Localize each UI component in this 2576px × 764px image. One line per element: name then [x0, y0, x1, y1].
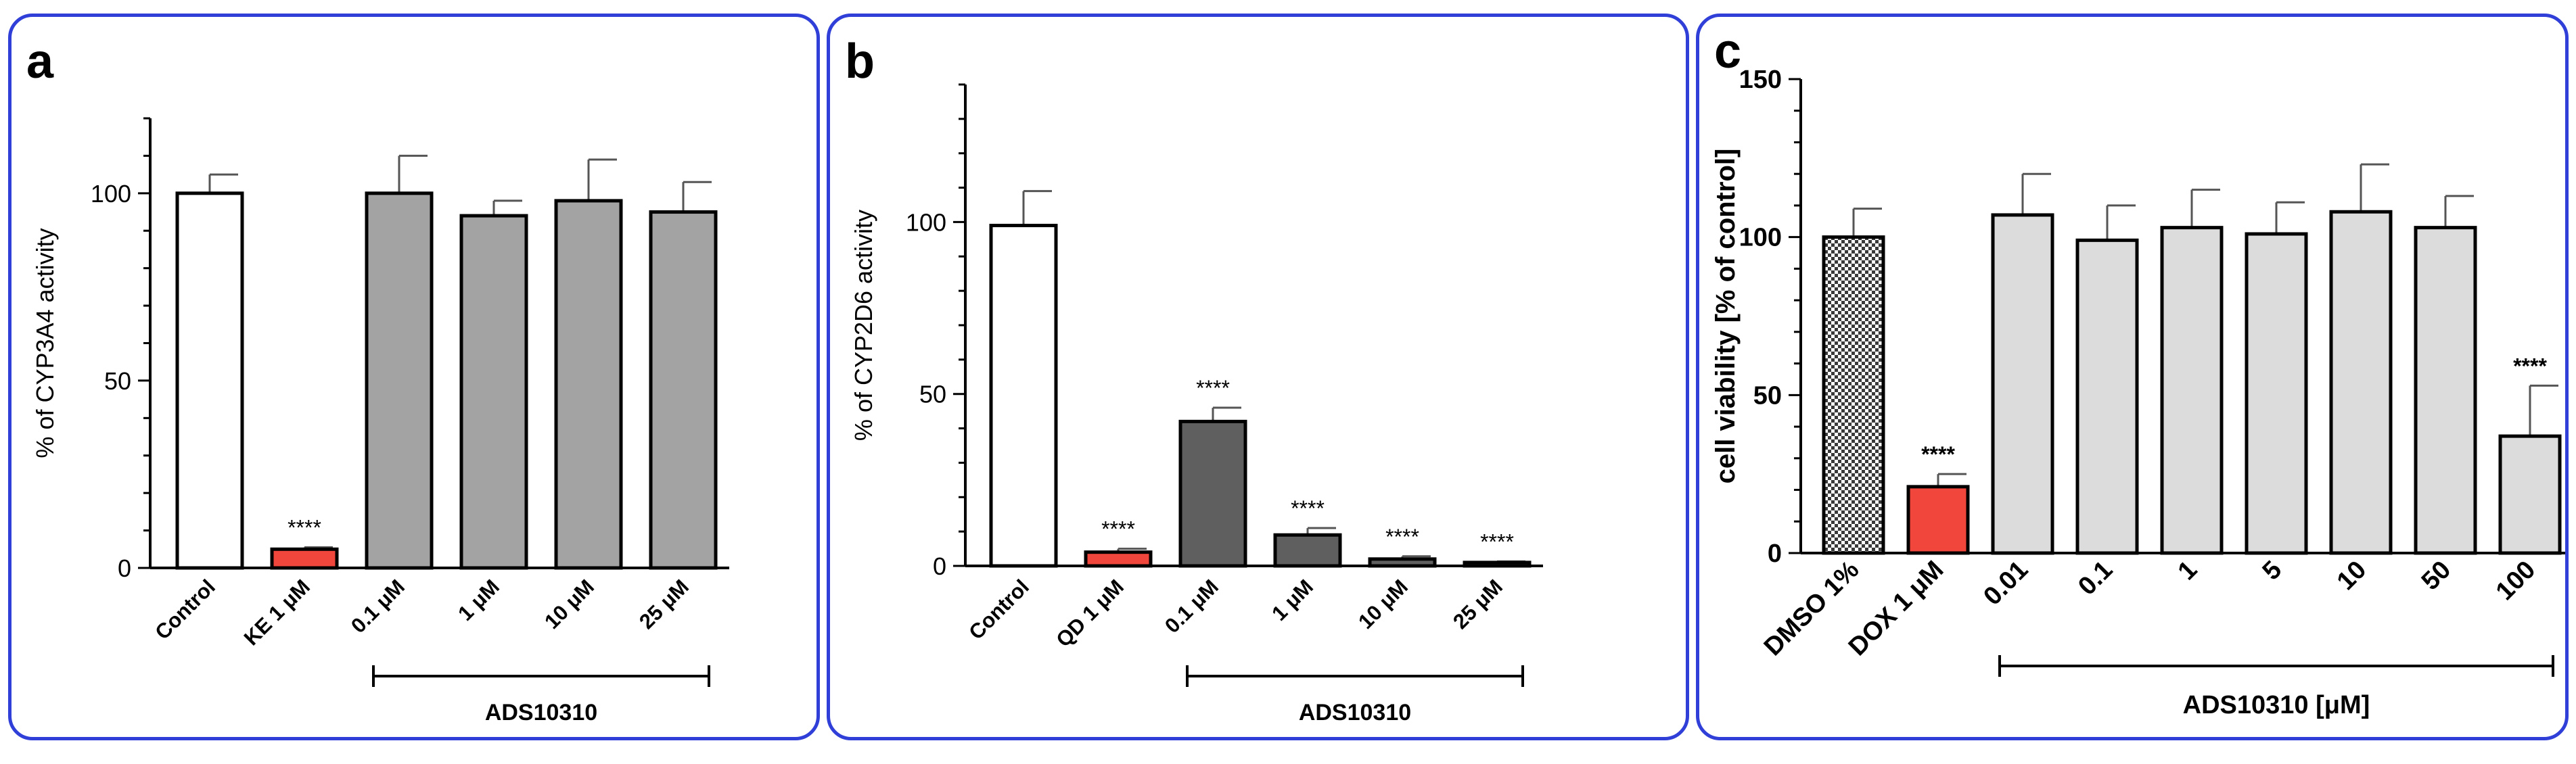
y-axis-label: cell viability [% of control] [1711, 149, 1741, 484]
bar-7 [2414, 226, 2477, 555]
significance-label: **** [1385, 525, 1419, 549]
category-label: 10 μM [1354, 575, 1412, 634]
y-tick-label: 50 [104, 367, 131, 395]
category-label: 0.1 μM [346, 575, 409, 638]
significance-label: **** [1291, 496, 1325, 521]
y-tick-label: 0 [933, 552, 946, 580]
category-label: 5 [2257, 556, 2288, 586]
category-label: 100 [2491, 556, 2542, 606]
panel-letter: a [26, 34, 54, 89]
significance-label: **** [2513, 354, 2547, 378]
category-label: Control [150, 575, 220, 644]
category-label: QD 1 μM [1051, 575, 1128, 652]
category-label: 1 [2173, 556, 2203, 586]
category-label: KE 1 μM [239, 575, 315, 650]
bar-0 [175, 191, 244, 570]
group-label: ADS10310 [485, 700, 597, 725]
significance-label: **** [288, 516, 321, 540]
bar-5 [1463, 560, 1532, 568]
group-label: ADS10310 [μM] [2183, 691, 2370, 719]
category-label: 0.1 μM [1160, 575, 1223, 638]
category-label: 25 μM [635, 575, 693, 634]
significance-label: **** [1101, 517, 1135, 542]
bar-3 [1273, 533, 1342, 568]
category-label: 0.01 [1978, 556, 2033, 611]
category-label: 0.1 [2073, 556, 2118, 601]
panel-b: b 0 50 100 % of CYP2D6 activity Control **** QD… [827, 14, 1689, 740]
panel-letter: b [845, 34, 875, 89]
bar-2 [1178, 419, 1247, 568]
category-label: 1 μM [453, 575, 504, 625]
y-tick-label: 150 [1739, 66, 1782, 94]
y-tick-label: 0 [118, 554, 131, 582]
bar-3 [2075, 238, 2139, 555]
y-axis-label: % of CYP2D6 activity [850, 210, 877, 441]
y-tick-label: 100 [91, 180, 131, 208]
y-tick-label: 50 [1753, 381, 1782, 410]
bar-5 [649, 210, 718, 570]
group-label: ADS10310 [1299, 700, 1411, 725]
panel-letter: c [1714, 24, 1741, 78]
y-tick-label: 0 [1768, 540, 1782, 568]
significance-label: **** [1480, 529, 1514, 554]
bar-8 [2498, 434, 2562, 555]
bar-3 [459, 214, 528, 570]
panel-a: a 0 50 100 % of CYP3A4 activity Control **** KE… [8, 14, 820, 740]
bar-1 [270, 547, 339, 570]
bar-1 [1084, 550, 1153, 568]
panel-c: c 0 50 100 150 cell viability [% of control] D… [1696, 14, 2569, 740]
category-label: 1 μM [1267, 575, 1318, 625]
bar-0 [1822, 235, 1885, 555]
bar-1 [1906, 485, 1970, 555]
bar-2 [1991, 213, 2054, 555]
y-tick-label: 100 [906, 208, 946, 236]
bar-4 [1368, 557, 1437, 568]
significance-label: **** [1196, 376, 1230, 400]
chart-b-svg: b 0 50 100 % of CYP2D6 activity Control **** QD… [845, 34, 1543, 725]
significance-label: **** [1921, 442, 1955, 467]
bar-5 [2245, 232, 2308, 555]
category-label: 25 μM [1448, 575, 1507, 634]
bar-4 [2160, 226, 2224, 555]
category-label: 50 [2416, 556, 2457, 596]
y-tick-label: 100 [1739, 224, 1782, 252]
bar-0 [989, 224, 1058, 568]
chart-a-svg: a 0 50 100 % of CYP3A4 activity Control **** KE… [26, 34, 729, 725]
category-label: 10 μM [540, 575, 599, 634]
category-label: Control [964, 575, 1034, 644]
bar-4 [554, 199, 623, 570]
bar-2 [365, 191, 434, 570]
y-tick-label: 50 [919, 381, 946, 408]
category-label: 10 [2332, 556, 2372, 596]
bar-6 [2329, 210, 2393, 555]
y-axis-label: % of CYP3A4 activity [31, 228, 59, 458]
